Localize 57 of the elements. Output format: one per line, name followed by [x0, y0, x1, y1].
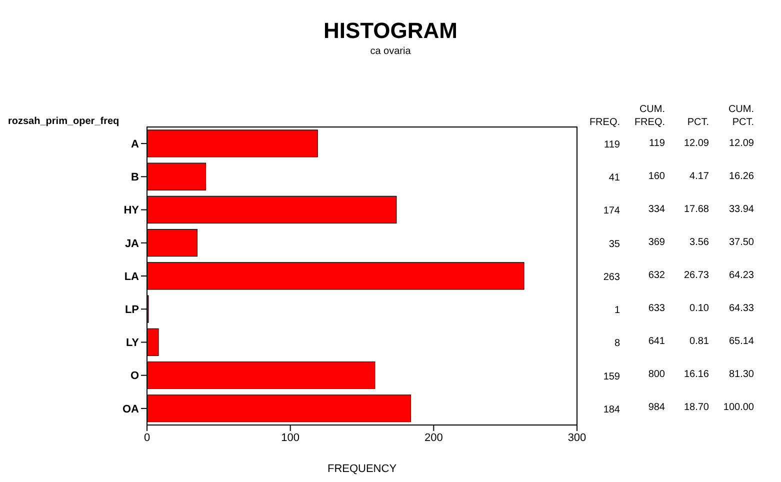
- y-tick-label: JA: [124, 238, 140, 250]
- text: 100.00: [723, 402, 754, 414]
- data-label: 8: [614, 338, 620, 350]
- y-tick-label: A: [131, 138, 140, 150]
- text: 12.09: [684, 138, 709, 149]
- y-tick-label: LP: [124, 304, 139, 316]
- text: 369: [648, 236, 665, 248]
- y-tick-label: B: [131, 172, 140, 184]
- text: 16.16: [684, 369, 709, 380]
- x-tick-label: 100: [281, 432, 300, 444]
- text: 800: [648, 369, 665, 380]
- text: 37.50: [728, 236, 754, 248]
- text: 160: [648, 170, 665, 182]
- x-tick-label: 300: [568, 432, 586, 444]
- text: CUM. FREQ.: [634, 103, 665, 129]
- text: 17.68: [684, 204, 709, 215]
- data-label: 159: [603, 371, 620, 382]
- y-tick-label: HY: [124, 204, 140, 217]
- text: CUM. PCT.: [728, 103, 754, 129]
- data-label: 119: [604, 139, 620, 150]
- text: 12.09: [728, 138, 754, 149]
- text: 119: [649, 138, 665, 149]
- x-tick-label: 0: [144, 432, 150, 444]
- text: 26.73: [684, 270, 709, 281]
- text: 0.81: [690, 336, 709, 348]
- data-label: 41: [608, 172, 620, 184]
- text: 0.10: [690, 303, 709, 314]
- y-tick-label: OA: [122, 403, 140, 416]
- text: PCT.: [687, 116, 709, 129]
- text: 633: [648, 303, 665, 314]
- data-label: 263: [603, 272, 620, 283]
- x-tick-label: 200: [424, 432, 443, 444]
- text: 64.33: [728, 303, 754, 314]
- text: 632: [648, 270, 665, 281]
- text: 641: [648, 336, 665, 348]
- data-label: 1: [614, 305, 620, 316]
- text: 16.26: [728, 170, 754, 182]
- y-tick-label: LA: [124, 270, 140, 283]
- y-tick-label: LY: [126, 337, 140, 350]
- text: 3.56: [690, 236, 709, 248]
- text: 64.23: [728, 270, 754, 281]
- data-label: 184: [603, 404, 620, 416]
- text: 334: [648, 204, 665, 215]
- text: 81.30: [728, 369, 754, 380]
- text: FREQ.: [589, 116, 620, 129]
- text: 65.14: [728, 336, 754, 348]
- chart-subtitle: ca ovaria: [369, 46, 412, 57]
- text: 4.17: [690, 170, 709, 182]
- data-label: 174: [603, 206, 620, 217]
- text: 18.70: [684, 402, 709, 414]
- y-axis-title: rozsah_prim_oper_freq: [8, 116, 120, 127]
- x-axis-title: FREQUENCY: [326, 463, 398, 475]
- chart-title: HISTOGRAM: [322, 18, 459, 44]
- text: 33.94: [728, 204, 754, 215]
- y-tick-label: O: [130, 370, 140, 382]
- text: 984: [648, 402, 665, 414]
- data-label: 35: [608, 238, 620, 250]
